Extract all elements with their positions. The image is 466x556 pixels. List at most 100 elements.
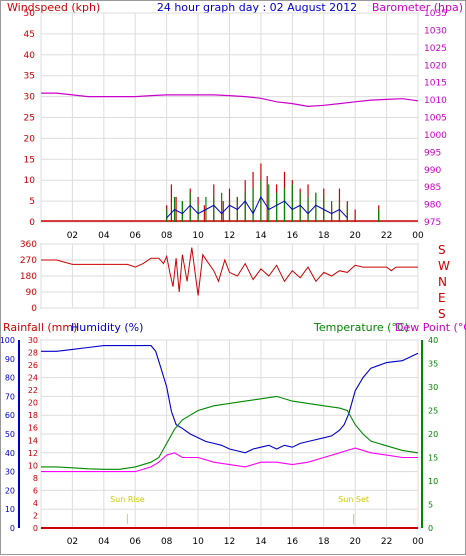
windspeed-tick-label: 45: [24, 30, 35, 40]
x-tick-label: 08: [161, 537, 173, 547]
temperature-tick-label: 15: [428, 454, 438, 463]
x-tick-label: 04: [98, 231, 110, 241]
windspeed-tick-label: 30: [24, 93, 36, 103]
barometer-tick-label: 1015: [424, 79, 447, 89]
barometer-tick-label: 1030: [424, 26, 447, 36]
temperature-axis-label: Temperature (°C): [313, 321, 409, 334]
x-tick-label: 06: [130, 537, 142, 547]
humidity-tick-label: 30: [5, 468, 15, 477]
x-tick-label: 06: [130, 231, 142, 241]
barometer-tick-label: 985: [424, 183, 441, 193]
humidity-tick-label: 10: [5, 505, 15, 514]
x-tick-label: 14: [255, 537, 267, 547]
barometer-tick-label: 980: [424, 201, 441, 211]
series-dew_point: [41, 447, 418, 473]
temperature-tick-label: 35: [428, 360, 438, 369]
barometer-tick-label: 1025: [424, 44, 447, 54]
compass-label: S: [438, 307, 446, 321]
series-humidity: [41, 345, 419, 454]
rainfall-tick-label: 24: [28, 374, 38, 383]
barometer-tick-label: 975: [424, 218, 441, 228]
x-tick-label: 02: [67, 537, 78, 547]
temperature-tick-label: 10: [428, 477, 438, 486]
direction-tick-label: 180: [20, 272, 37, 282]
rainfall-tick-label: 12: [28, 449, 38, 458]
x-tick-label: 16: [287, 537, 299, 547]
rainfall-tick-label: 10: [28, 461, 38, 470]
rainfall-axis-label: Rainfall (mm): [3, 321, 77, 334]
barometer-tick-label: 1005: [424, 114, 447, 124]
sun-rise-label: Sun Rise: [110, 495, 145, 504]
temperature-tick-label: 40: [428, 336, 438, 345]
rainfall-tick-label: 8: [33, 474, 38, 483]
series-wind_trace: [166, 195, 348, 219]
x-tick-label: 20: [349, 537, 361, 547]
rainfall-tick-label: 22: [28, 386, 38, 395]
dewpoint-axis-label: Dew Point (°C): [395, 321, 466, 334]
temperature-tick-label: 20: [428, 430, 438, 439]
windspeed-tick-label: 5: [29, 197, 35, 207]
x-tick-label: 00: [412, 231, 424, 241]
x-tick-label: 02: [67, 231, 78, 241]
rainfall-tick-label: 16: [28, 424, 38, 433]
humidity-tick-label: 100: [1, 336, 15, 345]
barometer-tick-label: 1035: [424, 9, 447, 19]
rainfall-tick-label: 14: [28, 436, 38, 445]
compass-label: E: [438, 291, 446, 305]
series-barometer: [41, 92, 419, 108]
x-tick-label: 10: [192, 537, 204, 547]
rainfall-tick-label: 28: [28, 349, 38, 358]
humidity-tick-label: 40: [5, 449, 15, 458]
barometer-tick-label: 990: [424, 166, 441, 176]
direction-tick-label: 270: [20, 256, 37, 266]
temperature-tick-label: 0: [428, 524, 433, 533]
barometer-axis-label: Barometer (hpa): [372, 1, 463, 14]
x-tick-label: 18: [318, 231, 330, 241]
rainfall-tick-label: 30: [28, 336, 38, 345]
windspeed-tick-label: 35: [24, 72, 35, 82]
chart-title: 24 hour graph day : 02 August 2012: [157, 1, 357, 14]
barometer-tick-label: 995: [424, 148, 441, 158]
x-tick-label: 04: [98, 537, 110, 547]
direction-tick-label: 360: [20, 240, 37, 250]
humidity-tick-label: 60: [5, 411, 15, 420]
x-tick-label: 14: [255, 231, 267, 241]
humidity-tick-label: 50: [5, 430, 15, 439]
rainfall-tick-label: 2: [33, 511, 38, 520]
x-tick-label: 08: [161, 231, 173, 241]
direction-tick-label: 90: [26, 288, 38, 298]
windspeed-tick-label: 50: [24, 9, 36, 19]
x-tick-label: 20: [349, 231, 361, 241]
windspeed-tick-label: 25: [24, 114, 35, 124]
x-tick-label: 12: [224, 231, 235, 241]
windspeed-tick-label: 0: [29, 218, 35, 228]
humidity-tick-label: 70: [5, 392, 15, 401]
windspeed-tick-label: 15: [24, 155, 35, 165]
x-tick-label: 22: [381, 537, 392, 547]
humidity-axis-label: Humidity (%): [71, 321, 143, 334]
series-wind_direction: [41, 247, 418, 296]
windspeed-tick-label: 40: [24, 51, 36, 61]
rainfall-tick-label: 0: [33, 524, 38, 533]
rainfall-tick-label: 18: [28, 411, 38, 420]
sun-set-label: Sun Set: [338, 495, 369, 504]
humidity-tick-label: 80: [5, 374, 15, 383]
temperature-tick-label: 5: [428, 501, 433, 510]
rainfall-tick-label: 6: [33, 486, 38, 495]
temperature-tick-label: 30: [428, 383, 438, 392]
x-tick-label: 12: [224, 537, 235, 547]
x-tick-label: 00: [412, 537, 424, 547]
x-tick-label: 22: [381, 231, 392, 241]
barometer-tick-label: 1020: [424, 61, 447, 71]
humidity-tick-label: 20: [5, 486, 15, 495]
compass-label: S: [438, 243, 446, 257]
x-tick-label: 10: [192, 231, 204, 241]
x-tick-label: 18: [318, 537, 330, 547]
rainfall-tick-label: 4: [33, 499, 38, 508]
compass-label: W: [438, 259, 450, 273]
humidity-tick-label: 0: [10, 524, 15, 533]
windspeed-tick-label: 10: [24, 176, 36, 186]
series-temperature: [41, 395, 419, 470]
